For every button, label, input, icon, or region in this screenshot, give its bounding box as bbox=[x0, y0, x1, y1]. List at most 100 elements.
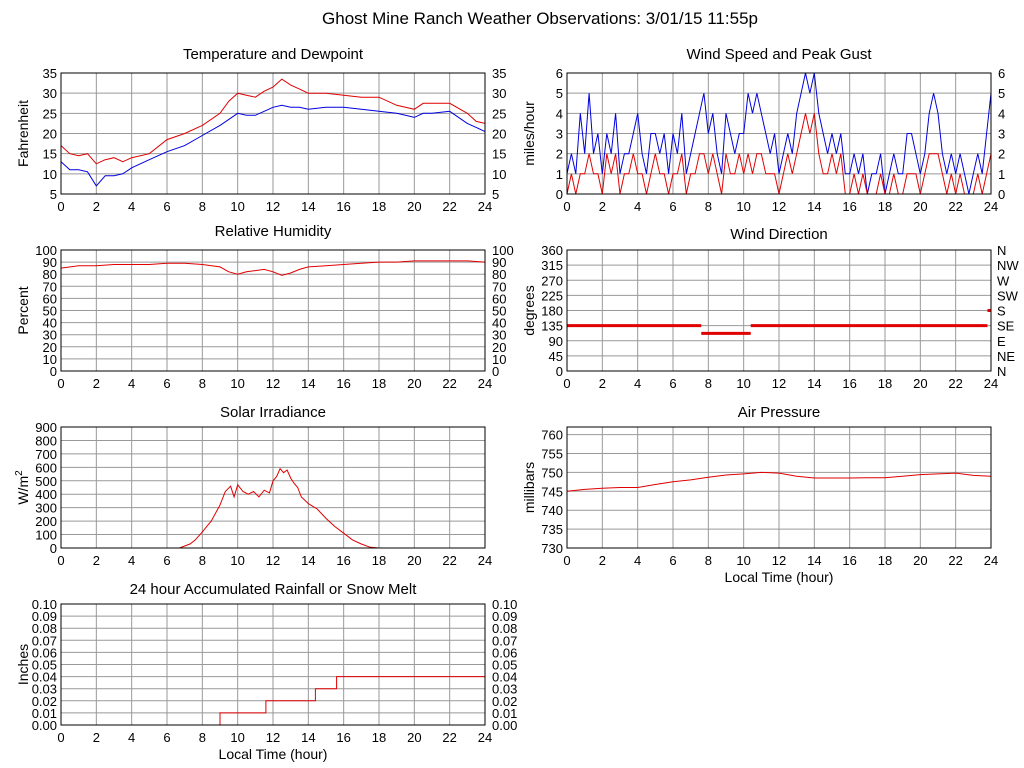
y-right-tick-label: 30 bbox=[492, 86, 506, 101]
x-tick-label: 22 bbox=[442, 199, 456, 214]
x-tick-label: 0 bbox=[57, 199, 64, 214]
y-tick-label: 100 bbox=[35, 528, 57, 543]
y-right-tick-label: 5 bbox=[998, 86, 1005, 101]
x-tick-label: 12 bbox=[266, 553, 280, 568]
y-tick-label: 700 bbox=[35, 447, 57, 462]
x-tick-label: 24 bbox=[478, 199, 492, 214]
y-right-tick-label: SE bbox=[997, 319, 1015, 334]
y-tick-label: 180 bbox=[541, 304, 563, 319]
x-tick-label: 18 bbox=[878, 199, 892, 214]
y-tick-label: 300 bbox=[35, 501, 57, 516]
x-tick-label: 24 bbox=[984, 376, 998, 391]
y-tick-label: 0.01 bbox=[32, 706, 57, 721]
x-tick-label: 0 bbox=[563, 553, 570, 568]
y-right-tick-label: 0.01 bbox=[492, 706, 517, 721]
x-tick-label: 4 bbox=[128, 199, 135, 214]
chart-title: Air Pressure bbox=[738, 404, 821, 421]
x-tick-label: 20 bbox=[913, 553, 927, 568]
x-tick-label: 22 bbox=[442, 553, 456, 568]
y-axis-label-text: Fahrenheit bbox=[15, 100, 31, 167]
y-tick-label: 5 bbox=[50, 187, 57, 202]
y-axis-label: miles/hour bbox=[521, 101, 537, 166]
x-tick-label: 12 bbox=[266, 199, 280, 214]
y-right-tick-label: 2 bbox=[998, 147, 1005, 162]
x-tick-label: 22 bbox=[948, 553, 962, 568]
x-tick-label: 20 bbox=[407, 553, 421, 568]
x-tick-label: 6 bbox=[163, 376, 170, 391]
x-tick-label: 20 bbox=[407, 376, 421, 391]
x-tick-label: 24 bbox=[478, 553, 492, 568]
y-right-tick-label: 10 bbox=[492, 167, 506, 182]
y-tick-label: 40 bbox=[43, 316, 57, 331]
y-axis-label: Fahrenheit bbox=[15, 100, 31, 167]
x-tick-label: 10 bbox=[230, 730, 244, 745]
y-axis-label-text: millibars bbox=[521, 462, 537, 513]
x-tick-label: 20 bbox=[913, 376, 927, 391]
x-tick-label: 6 bbox=[163, 199, 170, 214]
y-tick-label: 750 bbox=[541, 465, 563, 480]
y-tick-label: 0.00 bbox=[32, 718, 57, 733]
x-tick-label: 16 bbox=[336, 553, 350, 568]
y-tick-label: 100 bbox=[35, 243, 57, 258]
y-tick-label: 0.06 bbox=[32, 645, 57, 660]
y-right-tick-label: 0.05 bbox=[492, 658, 517, 673]
y-tick-label: 30 bbox=[43, 328, 57, 343]
x-tick-label: 10 bbox=[230, 376, 244, 391]
y-tick-label: 2 bbox=[556, 147, 563, 162]
y-right-tick-label: 15 bbox=[492, 147, 506, 162]
y-tick-label: 25 bbox=[43, 106, 57, 121]
x-tick-label: 8 bbox=[705, 376, 712, 391]
x-tick-label: 6 bbox=[669, 376, 676, 391]
y-tick-label: 1 bbox=[556, 167, 563, 182]
y-axis-label-text: miles/hour bbox=[521, 101, 537, 166]
chart-title: Wind Direction bbox=[730, 226, 828, 243]
x-tick-label: 6 bbox=[163, 553, 170, 568]
y-right-tick-label: 70 bbox=[492, 279, 506, 294]
y-tick-label: 0.03 bbox=[32, 682, 57, 697]
x-axis-label: Local Time (hour) bbox=[219, 746, 328, 762]
y-tick-label: 0 bbox=[50, 364, 57, 379]
y-tick-label: 600 bbox=[35, 460, 57, 475]
x-tick-label: 18 bbox=[372, 376, 386, 391]
y-right-tick-label: N bbox=[997, 243, 1006, 258]
x-tick-label: 18 bbox=[372, 730, 386, 745]
x-tick-label: 0 bbox=[57, 730, 64, 745]
x-tick-label: 16 bbox=[336, 199, 350, 214]
x-tick-label: 10 bbox=[736, 199, 750, 214]
y-axis-label-text: degrees bbox=[521, 285, 537, 336]
x-tick-label: 6 bbox=[669, 199, 676, 214]
x-tick-label: 4 bbox=[128, 376, 135, 391]
y-right-tick-label: 3 bbox=[998, 127, 1005, 142]
x-tick-label: 8 bbox=[199, 376, 206, 391]
x-tick-label: 6 bbox=[669, 553, 676, 568]
y-axis-label: W/m2 bbox=[14, 470, 31, 505]
y-axis-label-text: W/m bbox=[15, 476, 31, 505]
y-right-tick-label: 0.09 bbox=[492, 609, 517, 624]
x-tick-label: 10 bbox=[736, 376, 750, 391]
y-right-tick-label: 60 bbox=[492, 291, 506, 306]
plot-area bbox=[61, 676, 485, 726]
y-right-tick-label: W bbox=[997, 273, 1010, 288]
y-tick-label: 80 bbox=[43, 267, 57, 282]
y-right-tick-label: 25 bbox=[492, 106, 506, 121]
x-tick-label: 22 bbox=[442, 376, 456, 391]
x-tick-label: 2 bbox=[93, 730, 100, 745]
series-line-0 bbox=[567, 72, 991, 195]
y-tick-label: 500 bbox=[35, 474, 57, 489]
y-right-tick-label: 0.04 bbox=[492, 670, 517, 685]
y-tick-label: 4 bbox=[556, 106, 563, 121]
series-line-1 bbox=[61, 104, 485, 187]
x-tick-label: 4 bbox=[634, 199, 641, 214]
x-tick-label: 24 bbox=[478, 730, 492, 745]
y-axis-label: Inches bbox=[15, 644, 31, 685]
x-tick-label: 8 bbox=[705, 199, 712, 214]
x-tick-label: 18 bbox=[372, 199, 386, 214]
chart-title: Solar Irradiance bbox=[220, 404, 326, 421]
y-right-tick-label: 90 bbox=[492, 255, 506, 270]
y-tick-label: 60 bbox=[43, 291, 57, 306]
x-tick-label: 8 bbox=[199, 199, 206, 214]
x-tick-label: 14 bbox=[301, 199, 315, 214]
